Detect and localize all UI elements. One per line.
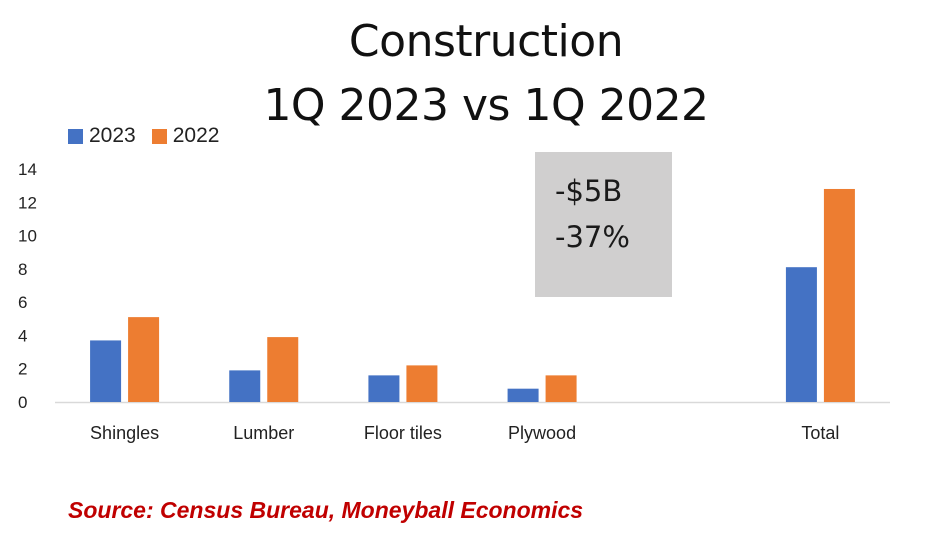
y-tick-label: 14 xyxy=(18,160,37,179)
bar-2022-plywood xyxy=(545,375,577,402)
y-tick-label: 0 xyxy=(18,393,27,412)
legend-label-2022: 2022 xyxy=(172,124,220,147)
bar-2023-plywood xyxy=(507,388,539,402)
bar-2022-lumber xyxy=(267,337,299,402)
x-category-label: Plywood xyxy=(508,423,576,443)
legend-item-2022: 2022 xyxy=(151,124,220,148)
y-tick-label: 6 xyxy=(18,293,27,312)
bar-2022-total xyxy=(823,188,855,402)
chart-title-line-1: Construction xyxy=(348,16,624,67)
source-note: Source: Census Bureau, Moneyball Economi… xyxy=(68,497,584,523)
legend-label-2023: 2023 xyxy=(89,124,136,147)
bar-2023-lumber xyxy=(229,370,261,402)
legend-swatch-2022 xyxy=(151,128,167,144)
chart-title-line-2: 1Q 2023 vs 1Q 2022 xyxy=(263,80,709,131)
change-annotation-box: -$5B -37% xyxy=(535,152,672,297)
y-tick-label: 4 xyxy=(18,326,27,345)
legend-item-2023: 2023 xyxy=(68,124,136,148)
annotation-dollar-change: -$5B xyxy=(555,174,623,208)
x-category-label: Floor tiles xyxy=(364,423,442,443)
y-tick-label: 12 xyxy=(18,193,37,212)
annotation-percent-change: -37% xyxy=(555,220,630,254)
x-category-label: Lumber xyxy=(233,423,294,443)
bar-2023-shingles xyxy=(90,340,122,402)
bar-2022-floor-tiles xyxy=(406,365,438,402)
x-category-label: Shingles xyxy=(90,423,159,443)
chart-legend: 2023 2022 xyxy=(68,124,235,148)
bar-2023-floor-tiles xyxy=(368,375,400,402)
x-category-label: Total xyxy=(801,423,839,443)
y-tick-label: 2 xyxy=(18,360,27,379)
y-tick-label: 10 xyxy=(18,227,37,246)
y-tick-label: 8 xyxy=(18,260,27,279)
bar-2023-total xyxy=(785,267,817,402)
bar-2022-shingles xyxy=(128,317,160,402)
legend-swatch-2023 xyxy=(68,128,83,144)
